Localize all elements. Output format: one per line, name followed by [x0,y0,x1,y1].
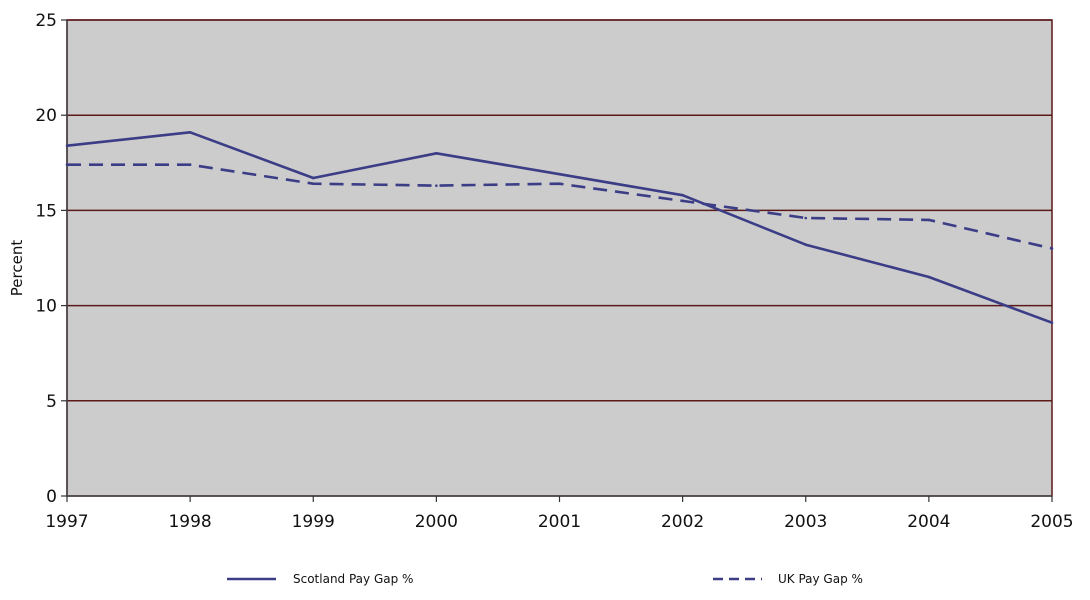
x-tick-label: 2000 [415,512,458,532]
plot-area [66,19,1053,497]
data-point [311,176,315,180]
x-tick-labels: 1997 1998 1999 2000 2001 2002 2003 2004 2005 [45,496,1074,532]
legend: Scotland Pay Gap % UK Pay Gap % [227,572,863,586]
y-tick-label: 10 [35,297,57,317]
data-point [681,193,684,197]
data-point [558,182,561,186]
series-lines [65,131,1054,325]
legend-item-uk: UK Pay Gap % [713,572,863,586]
data-point [65,163,69,167]
data-point [927,218,931,222]
x-tick-label: 2005 [1030,512,1073,532]
y-axis-label: Percent [8,240,26,297]
data-point [1050,321,1054,325]
legend-label-uk: UK Pay Gap % [778,572,863,586]
x-tick-label: 1999 [292,512,335,532]
data-point [1050,247,1054,250]
x-tick-label: 1997 [45,512,88,532]
y-tick-label: 25 [35,11,57,31]
x-tick-label: 2002 [661,512,704,532]
y-tick-labels: 0 5 10 15 20 25 [35,11,67,507]
data-point [435,151,438,155]
data-point [804,216,808,220]
data-point [927,275,931,279]
y-tick-label: 15 [35,201,57,221]
data-point [188,131,192,134]
y-tick-label: 0 [46,487,57,507]
data-point [435,184,438,187]
data-point [558,172,561,176]
data-point [65,144,69,147]
data-point [681,199,684,203]
y-tick-label: 5 [46,392,57,412]
x-tick-label: 2003 [784,512,827,532]
data-point [188,163,192,167]
gridlines [67,19,1052,402]
y-tick-label: 20 [35,106,57,126]
x-tick-label: 2001 [538,512,581,532]
x-tick-label: 2004 [907,512,950,532]
legend-item-scotland: Scotland Pay Gap % [227,572,413,586]
data-point [804,243,808,246]
x-tick-label: 1998 [168,512,211,532]
data-point [311,182,315,186]
legend-label-scotland: Scotland Pay Gap % [293,572,413,586]
